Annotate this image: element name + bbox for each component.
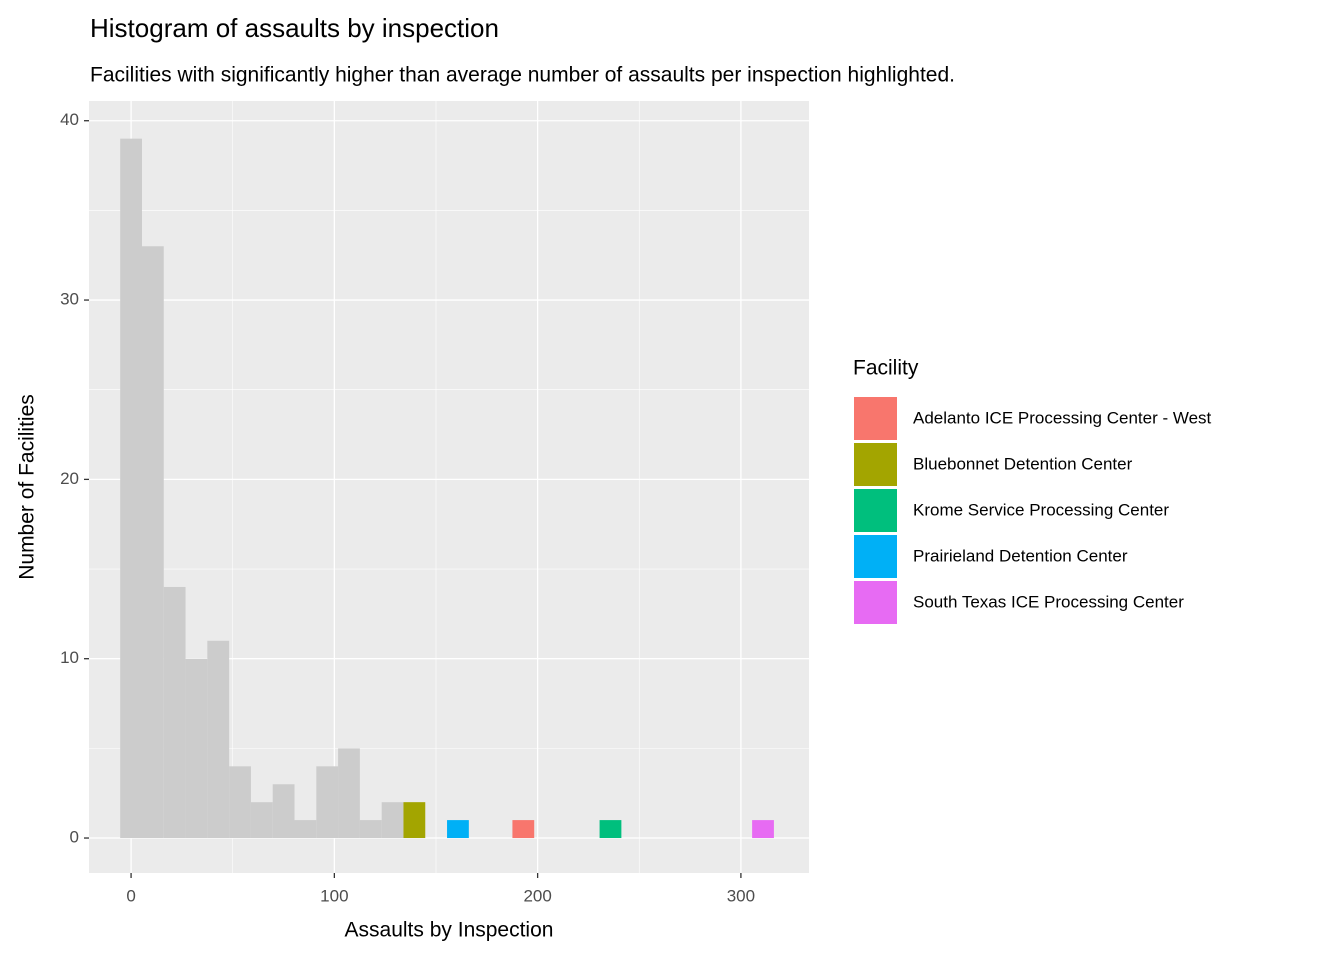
bar	[294, 820, 317, 839]
legend-key	[854, 535, 897, 578]
bar	[229, 766, 251, 839]
y-tick-label: 0	[70, 828, 79, 847]
bar	[141, 246, 164, 839]
legend-label: South Texas ICE Processing Center	[913, 592, 1184, 611]
bar	[207, 640, 230, 839]
bar	[752, 820, 774, 839]
bar	[403, 802, 426, 839]
y-tick-label: 10	[60, 648, 79, 667]
bar	[120, 138, 142, 839]
bar	[250, 802, 273, 839]
bar	[512, 820, 535, 839]
bar	[338, 748, 360, 839]
legend-key	[854, 489, 897, 532]
legend-label: Bluebonnet Detention Center	[913, 454, 1133, 473]
bar	[163, 586, 186, 839]
legend-label: Prairieland Detention Center	[913, 546, 1128, 565]
y-tick-label: 30	[60, 290, 79, 309]
y-axis-title: Number of Facilities	[16, 394, 39, 580]
bar	[381, 802, 404, 839]
x-tick-label: 300	[727, 886, 755, 905]
bar	[316, 766, 339, 839]
y-tick-label: 20	[60, 469, 79, 488]
legend-key	[854, 397, 897, 440]
bar	[185, 658, 208, 839]
legend-label: Krome Service Processing Center	[913, 500, 1169, 519]
x-tick-label: 100	[320, 886, 348, 905]
chart-subtitle: Facilities with significantly higher tha…	[90, 64, 955, 87]
x-tick-label: 0	[126, 886, 135, 905]
legend-key	[854, 443, 897, 486]
bar	[447, 820, 469, 839]
legend-key	[854, 581, 897, 624]
legend-label: Adelanto ICE Processing Center - West	[913, 408, 1212, 427]
x-axis-title: Assaults by Inspection	[345, 919, 554, 942]
chart-title: Histogram of assaults by inspection	[90, 13, 499, 43]
bar	[599, 820, 622, 839]
legend-title: Facility	[853, 357, 919, 380]
x-tick-label: 200	[523, 886, 551, 905]
bar	[272, 784, 295, 839]
bar	[359, 820, 382, 839]
y-tick-label: 40	[60, 110, 79, 129]
